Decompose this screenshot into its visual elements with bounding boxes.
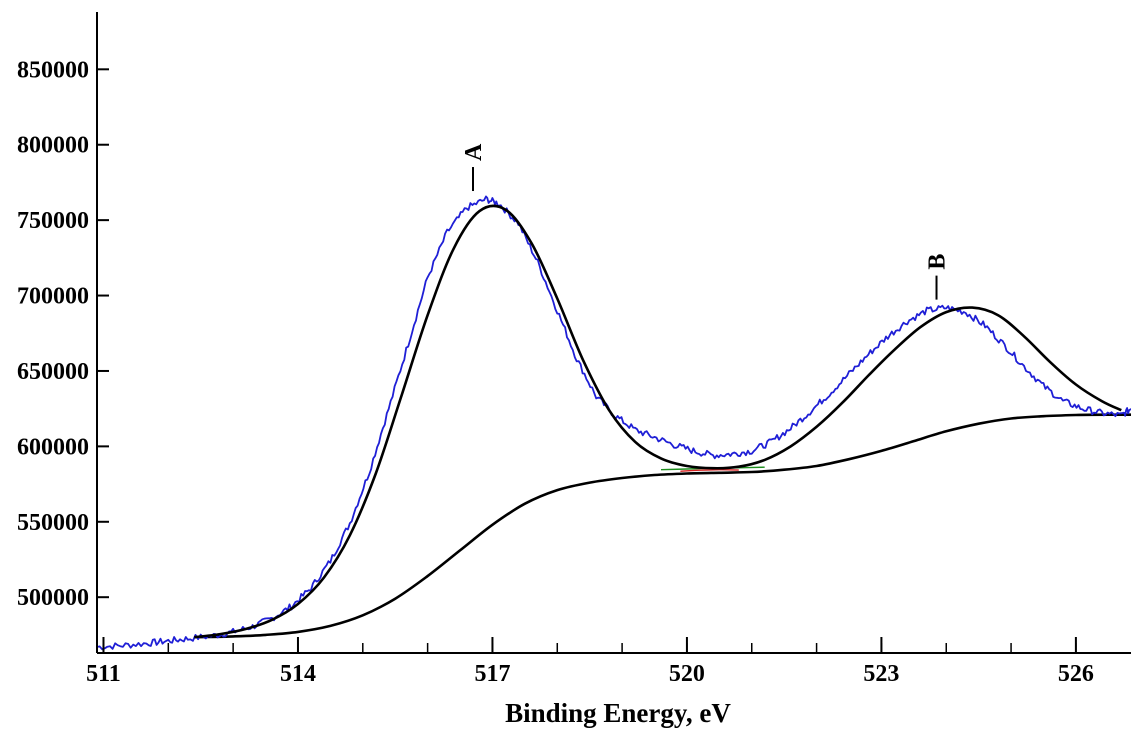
x-tick-label: 526	[1058, 661, 1094, 687]
x-tick-label: 517	[474, 661, 510, 687]
y-tick-label: 800000	[17, 133, 89, 159]
y-tick-label: 750000	[17, 208, 89, 234]
x-axis: 511 514 517 520 523 526	[86, 637, 1131, 687]
x-axis-title: Binding Energy, eV	[505, 698, 731, 728]
y-tick-label: 500000	[17, 585, 89, 611]
peak-annotations: AB	[461, 143, 951, 300]
x-tick-label: 511	[86, 661, 121, 687]
plot-area	[97, 195, 1131, 651]
peak-label-b: B	[925, 254, 951, 270]
y-tick-label: 850000	[17, 57, 89, 83]
x-tick-label: 514	[280, 661, 316, 687]
y-axis: 500000 550000 600000 650000 700000 750000 8000…	[17, 12, 109, 653]
x-tick-label: 520	[669, 661, 705, 687]
y-tick-label: 700000	[17, 284, 89, 310]
measured-spectrum-line	[97, 195, 1131, 651]
fit-envelope-line	[194, 204, 1122, 639]
y-tick-label: 600000	[17, 434, 89, 460]
residual-red-line	[680, 468, 739, 472]
background-line	[194, 413, 1131, 639]
y-tick-label: 550000	[17, 510, 89, 536]
x-tick-label: 523	[863, 661, 899, 687]
y-tick-label: 650000	[17, 359, 89, 385]
peak-label-a: A	[461, 143, 487, 161]
